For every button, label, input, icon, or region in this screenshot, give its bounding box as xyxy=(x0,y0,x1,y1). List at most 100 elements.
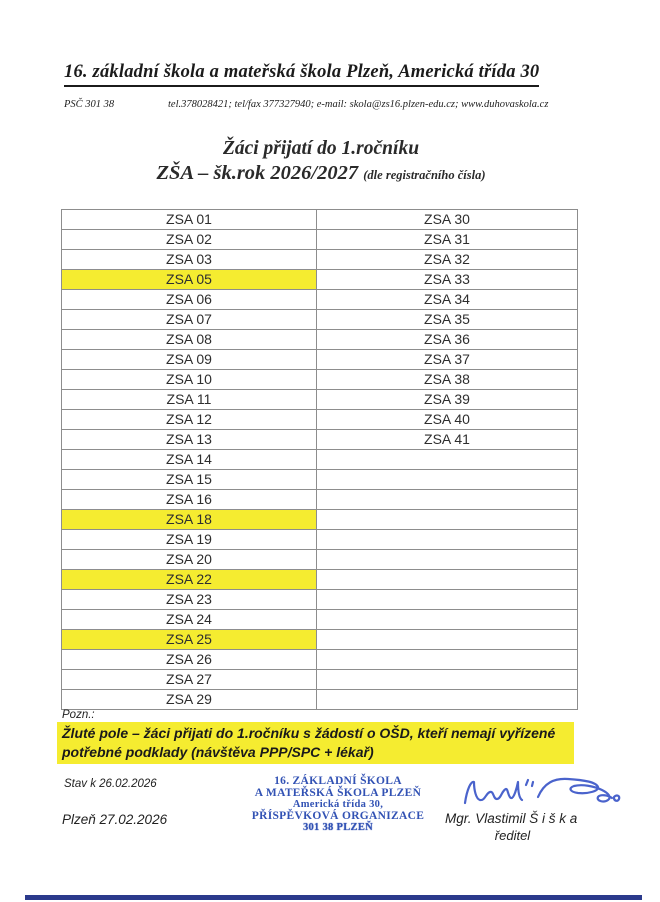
school-contact-line: PSČ 301 38 tel.378028421; tel/fax 377327… xyxy=(64,99,604,110)
table-row: ZSA 29 xyxy=(61,689,578,710)
note-line: potřebné podklady (návštěva PPP/SPC + lé… xyxy=(62,744,374,760)
zsa-cell-right: ZSA 36 xyxy=(316,329,578,350)
zsa-cell-right: ZSA 40 xyxy=(316,409,578,430)
document-title: Žáci přijatí do 1.ročníku ZŠA – šk.rok 2… xyxy=(0,138,642,185)
zsa-cell-left: ZSA 22 xyxy=(61,569,317,590)
contact-info: tel.378028421; tel/fax 377327940; e-mail… xyxy=(168,99,549,110)
zsa-cell-right: ZSA 32 xyxy=(316,249,578,270)
stamp-line: Americká třída 30, xyxy=(292,799,384,810)
zsa-cell-right xyxy=(316,629,578,650)
bottom-scan-line xyxy=(25,895,642,900)
zsa-cell-left: ZSA 02 xyxy=(61,229,317,250)
signatory-name: Mgr. Vlastimil Š i š k a xyxy=(445,811,578,826)
table-row: ZSA 05 ZSA 33 xyxy=(61,269,578,290)
zsa-cell-left: ZSA 26 xyxy=(61,649,317,670)
postal-code: PSČ 301 38 xyxy=(64,99,115,110)
school-stamp: 16. ZÁKLADNÍ ŠKOLA A MATEŘSKÁ ŠKOLA PLZE… xyxy=(228,775,448,834)
zsa-cell-left: ZSA 05 xyxy=(61,269,317,290)
stamp-line: 16. ZÁKLADNÍ ŠKOLA xyxy=(274,775,402,787)
handwritten-signature xyxy=(463,777,621,805)
zsa-cell-left: ZSA 09 xyxy=(61,349,317,370)
zsa-cell-left: ZSA 03 xyxy=(61,249,317,270)
table-row: ZSA 16 xyxy=(61,489,578,510)
zsa-cell-left: ZSA 14 xyxy=(61,449,317,470)
table-row: ZSA 12 ZSA 40 xyxy=(61,409,578,430)
table-row: ZSA 11 ZSA 39 xyxy=(61,389,578,410)
zsa-cell-left: ZSA 27 xyxy=(61,669,317,690)
table-row: ZSA 10 ZSA 38 xyxy=(61,369,578,390)
zsa-cell-left: ZSA 15 xyxy=(61,469,317,490)
zsa-table: ZSA 01 ZSA 30 ZSA 02 ZSA 31 ZSA 03 ZSA 32 ZSA … xyxy=(61,209,578,710)
zsa-cell-right: ZSA 35 xyxy=(316,309,578,330)
table-row: ZSA 01 ZSA 30 xyxy=(61,209,578,230)
zsa-cell-right xyxy=(316,469,578,490)
title-line2: ZŠA – šk.rok 2026/2027 (dle registračníh… xyxy=(0,162,642,185)
zsa-cell-left: ZSA 16 xyxy=(61,489,317,510)
title-line2-main: ZŠA – šk.rok 2026/2027 xyxy=(156,162,359,184)
zsa-cell-right xyxy=(316,489,578,510)
table-row: ZSA 03 ZSA 32 xyxy=(61,249,578,270)
zsa-cell-left: ZSA 29 xyxy=(61,689,317,710)
zsa-cell-right xyxy=(316,529,578,550)
zsa-cell-right: ZSA 37 xyxy=(316,349,578,370)
title-line1: Žáci přijatí do 1.ročníku xyxy=(222,138,420,159)
zsa-cell-left: ZSA 18 xyxy=(61,509,317,530)
zsa-cell-right: ZSA 34 xyxy=(316,289,578,310)
note-label: Pozn.: xyxy=(62,709,95,721)
zsa-cell-right: ZSA 41 xyxy=(316,429,578,450)
place-date: Plzeň 27.02.2026 xyxy=(62,812,168,827)
zsa-cell-left: ZSA 11 xyxy=(61,389,317,410)
table-row: ZSA 25 xyxy=(61,629,578,650)
table-row: ZSA 15 xyxy=(61,469,578,490)
zsa-cell-left: ZSA 25 xyxy=(61,629,317,650)
zsa-cell-left: ZSA 10 xyxy=(61,369,317,390)
zsa-cell-left: ZSA 07 xyxy=(61,309,317,330)
table-row: ZSA 24 xyxy=(61,609,578,630)
zsa-cell-right xyxy=(316,449,578,470)
table-row: ZSA 09 ZSA 37 xyxy=(61,349,578,370)
zsa-cell-right xyxy=(316,569,578,590)
zsa-table-body: ZSA 01 ZSA 30 ZSA 02 ZSA 31 ZSA 03 ZSA 32 ZSA … xyxy=(61,209,578,710)
table-row: ZSA 27 xyxy=(61,669,578,690)
stamp-line: 301 38 PLZEŇ xyxy=(302,822,374,833)
table-row: ZSA 19 xyxy=(61,529,578,550)
zsa-cell-left: ZSA 08 xyxy=(61,329,317,350)
table-row: ZSA 18 xyxy=(61,509,578,530)
stamp-line: A MATEŘSKÁ ŠKOLA PLZEŇ xyxy=(254,786,422,799)
zsa-cell-right xyxy=(316,649,578,670)
stamp-line: PŘÍSPĚVKOVÁ ORGANIZACE xyxy=(251,809,425,822)
zsa-cell-right xyxy=(316,549,578,570)
zsa-cell-left: ZSA 01 xyxy=(61,209,317,230)
table-row: ZSA 26 xyxy=(61,649,578,670)
table-row: ZSA 23 xyxy=(61,589,578,610)
zsa-cell-right xyxy=(316,689,578,710)
zsa-cell-left: ZSA 19 xyxy=(61,529,317,550)
school-name-heading: 16. základní škola a mateřská škola Plze… xyxy=(64,62,540,87)
zsa-cell-left: ZSA 24 xyxy=(61,609,317,630)
zsa-cell-right: ZSA 39 xyxy=(316,389,578,410)
note-line: Žluté pole – žáci přijati do 1.ročníku s… xyxy=(62,725,556,741)
zsa-cell-left: ZSA 06 xyxy=(61,289,317,310)
table-row: ZSA 13 ZSA 41 xyxy=(61,429,578,450)
table-row: ZSA 08 ZSA 36 xyxy=(61,329,578,350)
zsa-cell-right xyxy=(316,509,578,530)
signatory-role: ředitel xyxy=(494,828,531,843)
zsa-cell-right: ZSA 30 xyxy=(316,209,578,230)
table-row: ZSA 22 xyxy=(61,569,578,590)
table-row: ZSA 02 ZSA 31 xyxy=(61,229,578,250)
zsa-cell-right xyxy=(316,669,578,690)
zsa-cell-left: ZSA 20 xyxy=(61,549,317,570)
table-row: ZSA 14 xyxy=(61,449,578,470)
note-highlight-block: Žluté pole – žáci přijati do 1.ročníku s… xyxy=(57,722,574,764)
table-row: ZSA 20 xyxy=(61,549,578,570)
zsa-cell-right xyxy=(316,609,578,630)
table-row: ZSA 06 ZSA 34 xyxy=(61,289,578,310)
title-line2-note: (dle registračního čísla) xyxy=(363,168,486,182)
school-header: 16. základní škola a mateřská škola Plze… xyxy=(64,62,540,87)
table-row: ZSA 07 ZSA 35 xyxy=(61,309,578,330)
zsa-cell-right xyxy=(316,589,578,610)
zsa-cell-left: ZSA 12 xyxy=(61,409,317,430)
zsa-cell-right: ZSA 33 xyxy=(316,269,578,290)
zsa-cell-left: ZSA 23 xyxy=(61,589,317,610)
